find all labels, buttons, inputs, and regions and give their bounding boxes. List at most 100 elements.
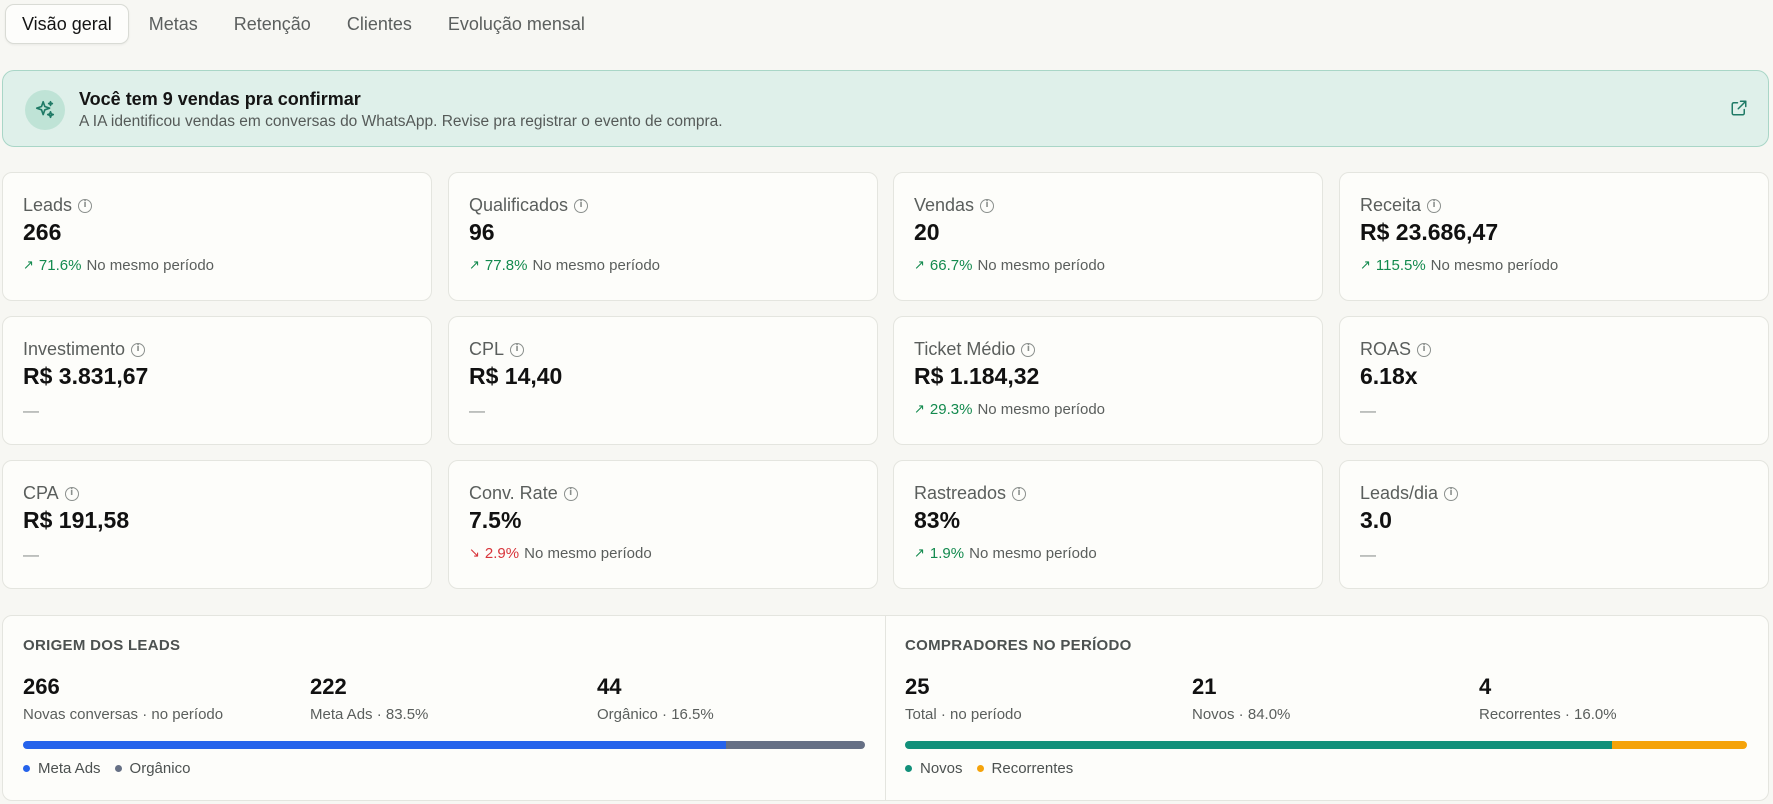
compradores-bar-segment [1612, 741, 1747, 749]
metric-delta: ↗ 77.8% No mesmo período [469, 257, 660, 274]
metric-label-text: CPL [469, 339, 505, 359]
metric-label-text: Qualificados [469, 195, 569, 215]
stat-meta-ads: 222 Meta Ads · 83.5% [310, 674, 428, 723]
metric-label: Vendas i [914, 195, 995, 216]
origem-legend: Meta Ads Orgânico [23, 760, 190, 777]
metric-label-text: Conv. Rate [469, 483, 558, 503]
section-heading: ORIGEM DOS LEADS [23, 637, 181, 654]
metric-empty-delta: — [1360, 403, 1376, 420]
info-icon[interactable]: i [574, 198, 589, 213]
legend-item-recorrentes: Recorrentes [976, 760, 1073, 777]
metric-label: Leads/dia i [1360, 483, 1459, 504]
legend-dot [976, 765, 984, 772]
stat-caption: Orgânico · 16.5% [597, 706, 714, 723]
metric-delta: ↗ 1.9% No mesmo período [914, 545, 1097, 562]
compradores-legend: Novos Recorrentes [905, 760, 1073, 777]
stat-caption: Novas conversas · no período [23, 706, 224, 723]
info-icon[interactable]: i [980, 198, 995, 213]
trend-up-icon: ↗ [23, 258, 34, 273]
tab-visao-geral[interactable]: Visão geral [5, 4, 129, 44]
metric-card-leads-dia: Leads/dia i 3.0 — [1339, 460, 1769, 589]
info-icon[interactable]: i [1021, 342, 1036, 357]
stat-total-leads: 266 Novas conversas · no período [23, 674, 223, 723]
metric-value: 83% [914, 507, 961, 533]
delta-percent: 29.3% [929, 401, 973, 418]
tab-metas[interactable]: Metas [148, 13, 198, 34]
metric-card-cpa: CPA i R$ 191,58 — [2, 460, 432, 589]
metric-label: Receita i [1360, 195, 1442, 216]
stat-value: 222 [310, 674, 347, 699]
metric-card-conv-rate: Conv. Rate i 7.5% ↘ 2.9% No mesmo período [448, 460, 878, 589]
metric-label: CPA i [23, 483, 79, 504]
info-icon[interactable]: i [1417, 342, 1432, 357]
metric-value: R$ 3.831,67 [23, 363, 149, 389]
trend-down-icon: ↘ [469, 546, 480, 561]
stat-novos: 21 Novos · 84.0% [1192, 674, 1290, 723]
legend-dot [114, 765, 122, 772]
delta-percent: 1.9% [929, 545, 965, 562]
sparkles-icon [25, 90, 65, 130]
delta-caption: No mesmo período [977, 257, 1106, 274]
metric-value: R$ 191,58 [23, 507, 130, 533]
tab-evolucao-mensal[interactable]: Evolução mensal [447, 13, 585, 34]
metric-label-text: ROAS [1360, 339, 1412, 359]
info-icon[interactable]: i [78, 198, 93, 213]
tab-retencao[interactable]: Retenção [233, 13, 311, 34]
compradores-share-bar [905, 741, 1747, 749]
delta-caption: No mesmo período [977, 401, 1106, 418]
metric-label: ROAS i [1360, 339, 1432, 360]
metric-value: 3.0 [1360, 507, 1392, 533]
compradores-section: COMPRADORES NO PERÍODO 25 Total · no per… [905, 616, 1747, 800]
trend-up-icon: ↗ [914, 402, 925, 417]
delta-caption: No mesmo período [524, 545, 652, 562]
stat-value: 25 [905, 674, 930, 699]
info-icon[interactable]: i [1012, 486, 1027, 501]
section-heading: COMPRADORES NO PERÍODO [905, 637, 1132, 654]
sales-confirmation-banner[interactable]: Você tem 9 vendas pra confirmar A IA ide… [2, 70, 1769, 147]
info-icon[interactable]: i [563, 486, 578, 501]
trend-up-icon: ↗ [914, 258, 925, 273]
metric-label: Investimento i [23, 339, 146, 360]
tab-clientes[interactable]: Clientes [346, 13, 412, 34]
legend-dot [905, 765, 912, 772]
stat-caption: Novos · 84.0% [1192, 706, 1291, 723]
legend-dot [23, 765, 30, 772]
metric-card-rastreados: Rastreados i 83% ↗ 1.9% No mesmo período [893, 460, 1323, 589]
metric-value: 7.5% [469, 507, 522, 533]
metric-label-text: Leads [23, 195, 73, 215]
info-icon[interactable]: i [1427, 198, 1442, 213]
metric-card-vendas: Vendas i 20 ↗ 66.7% No mesmo período [893, 172, 1323, 301]
delta-caption: No mesmo período [1430, 257, 1559, 274]
stat-organico: 44 Orgânico · 16.5% [597, 674, 714, 723]
banner-subtitle: A IA identificou vendas em conversas do … [79, 113, 723, 130]
metric-empty-delta: — [469, 403, 485, 420]
delta-percent: 2.9% [484, 545, 520, 562]
delta-caption: No mesmo período [532, 257, 661, 274]
trend-up-icon: ↗ [914, 546, 925, 561]
info-icon[interactable]: i [510, 342, 525, 357]
legend-item-novos: Novos [905, 760, 963, 777]
legend-label: Novos [920, 760, 963, 777]
tab-bar: Visão geral Metas Retenção Clientes Evol… [5, 4, 601, 44]
metric-card-receita: Receita i R$ 23.686,47 ↗ 115.5% No mesmo perí… [1339, 172, 1769, 301]
banner-title: Você tem 9 vendas pra confirmar [79, 89, 361, 109]
metric-label-text: Receita [1360, 195, 1422, 215]
external-link-icon[interactable] [1728, 97, 1750, 119]
metric-empty-delta: — [23, 547, 39, 564]
delta-caption: No mesmo período [969, 545, 1097, 562]
metric-label-text: Ticket Médio [914, 339, 1016, 359]
metric-delta: ↗ 66.7% No mesmo período [914, 257, 1105, 274]
metric-card-leads: Leads i 266 ↗ 71.6% No mesmo período [2, 172, 432, 301]
info-icon[interactable]: i [131, 342, 146, 357]
origem-bar-segment [23, 741, 727, 749]
stat-caption: Recorrentes · 16.0% [1479, 706, 1617, 723]
metric-delta: ↗ 71.6% No mesmo período [23, 257, 214, 274]
metric-card-ticket-m-dio: Ticket Médio i R$ 1.184,32 ↗ 29.3% No mesmo p… [893, 316, 1323, 445]
info-icon[interactable]: i [1444, 486, 1459, 501]
metric-label-text: Rastreados [914, 483, 1007, 503]
metric-value: 96 [469, 219, 495, 245]
summary-panel: ORIGEM DOS LEADS 266 Novas conversas · n… [2, 615, 1769, 801]
metric-value: R$ 14,40 [469, 363, 563, 389]
info-icon[interactable]: i [64, 486, 79, 501]
delta-percent: 77.8% [484, 257, 528, 274]
